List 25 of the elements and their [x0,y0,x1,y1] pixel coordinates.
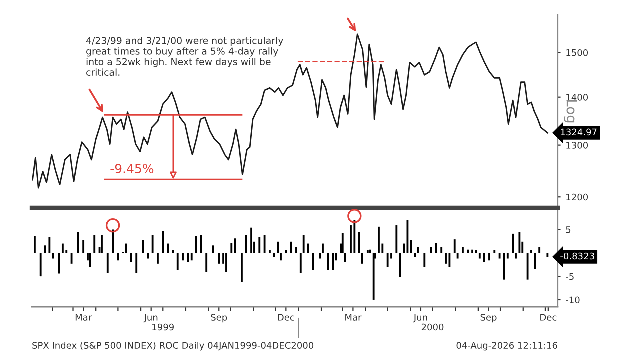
x2-tick-label: 1999 [152,324,174,331]
x-tick-label: Mar [346,314,362,321]
y-tick-label: 5 [566,226,571,234]
line-series [32,34,548,189]
x-tick-label: Sep [480,314,497,323]
x-tick-label: Jun [413,314,428,323]
x-tick-label: Dec [540,314,557,321]
y-tick-label: 1500 [566,49,588,56]
y-tick-label: 1400 [566,94,588,101]
text: SPX Index (S&P 500 INDEX) ROC Daily 04JAN1999-04DEC2000 [32,342,314,351]
y-tick-label: 1200 [566,194,588,201]
y-tick-label: 1300 [566,142,588,149]
x-tick-label: Mar [76,314,92,321]
text: 04-Aug-2026 12:11:16 [456,342,558,351]
annotation: -9.45% [110,164,154,174]
x-tick-label: Dec [278,314,294,321]
y-axis-title: Log [564,100,578,123]
x2-tick-label: 2000 [422,324,444,331]
x-tick-label: Jun [144,314,158,323]
y-tick-label: -10 [566,296,580,304]
y-tick-label: -5 [566,273,574,280]
annotation: 4/23/99 and 3/21/00 were not particularly great times to buy after a 5% 4-day rally into a 52wk high. Next few days will be critical. [86,37,284,76]
annotation: -0.8323 [560,252,594,260]
data-label: 1324.97 [561,128,597,136]
x-tick-label: Sep [211,314,228,323]
